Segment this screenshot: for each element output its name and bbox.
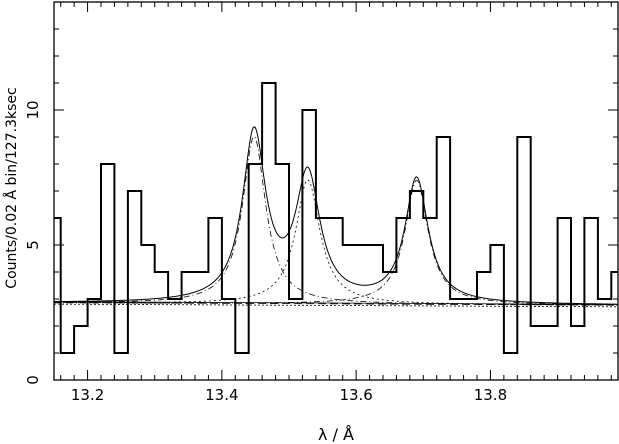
background-line-1 [53,301,619,305]
line-component-1 [54,136,618,306]
x-tick-label: 13.8 [474,386,507,404]
x-tick-label: 13.6 [339,386,372,404]
line-component-2 [54,179,618,306]
y-axis-label: Counts/0.02 Å bin/127.3ksec [3,87,20,288]
background-lines [53,301,619,308]
x-tick-label: 13.4 [205,386,238,404]
y-axis-ticks: 0 5 10 [24,28,618,385]
y-tick-label: 0 [24,375,42,385]
x-tick-label: 13.2 [71,386,104,404]
model-fit-curve [54,126,618,305]
y-tick-label: 5 [24,240,42,250]
background-line-2 [53,302,619,306]
x-axis-ticks: 13.2 13.4 13.6 13.8 [60,2,612,404]
x-axis-label: λ / Å [318,425,354,444]
line-components [54,136,618,306]
y-tick-label: 10 [24,100,42,119]
line-component-3 [54,179,618,306]
histogram-series [54,82,618,354]
